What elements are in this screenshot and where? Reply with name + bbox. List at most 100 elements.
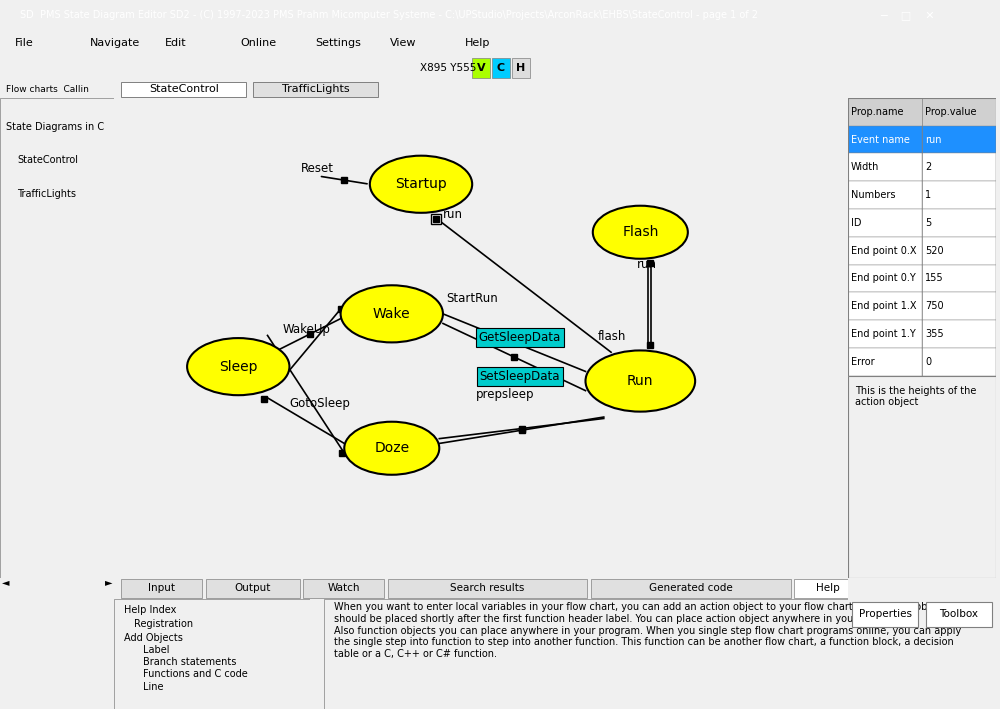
Text: Edit: Edit (165, 38, 187, 48)
Text: View: View (390, 38, 416, 48)
Text: SD  PMS State Diagram Editor SD2 - (C) 1997-2023 PMS Prahm Micomputer Systeme - : SD PMS State Diagram Editor SD2 - (C) 19… (20, 10, 758, 20)
Text: Navigate: Navigate (90, 38, 140, 48)
FancyBboxPatch shape (303, 579, 384, 598)
Text: Startup: Startup (395, 177, 447, 191)
FancyBboxPatch shape (591, 579, 791, 598)
FancyBboxPatch shape (926, 603, 992, 627)
FancyBboxPatch shape (848, 125, 996, 153)
Text: TrafficLights: TrafficLights (282, 84, 350, 94)
Text: End point 1.Y: End point 1.Y (851, 329, 916, 339)
Text: When you want to enter local variables in your flow chart, you can add an action: When you want to enter local variables i… (334, 603, 962, 659)
Text: SetSleepData: SetSleepData (479, 369, 560, 383)
Text: V: V (477, 63, 485, 73)
Text: GetSleepData: GetSleepData (479, 331, 561, 345)
Ellipse shape (187, 338, 289, 395)
Text: Reset: Reset (300, 162, 333, 175)
Text: State Diagrams in C: State Diagrams in C (6, 122, 104, 132)
Text: 520: 520 (925, 246, 944, 256)
Text: Generated code: Generated code (649, 584, 733, 593)
Text: 1: 1 (925, 190, 931, 200)
FancyBboxPatch shape (253, 82, 378, 97)
Text: Help: Help (465, 38, 490, 48)
Text: File: File (15, 38, 34, 48)
Text: 5: 5 (925, 218, 931, 228)
Text: 155: 155 (925, 274, 944, 284)
Text: Wake: Wake (373, 307, 411, 321)
Text: Width: Width (851, 162, 879, 172)
Ellipse shape (344, 422, 439, 475)
FancyBboxPatch shape (848, 264, 996, 292)
FancyBboxPatch shape (848, 292, 996, 320)
Text: Properties: Properties (858, 610, 912, 620)
Text: Functions and C code: Functions and C code (143, 669, 248, 679)
Text: Event name: Event name (851, 135, 910, 145)
Text: flash: flash (597, 330, 626, 343)
Text: Line: Line (143, 681, 164, 691)
Text: 0: 0 (925, 357, 931, 367)
Ellipse shape (370, 156, 472, 213)
Text: Flow charts  Callin: Flow charts Callin (6, 85, 89, 94)
Text: Label: Label (143, 645, 170, 655)
Ellipse shape (593, 206, 688, 259)
FancyBboxPatch shape (848, 237, 996, 264)
Text: Help: Help (816, 584, 840, 593)
Text: Settings: Settings (315, 38, 361, 48)
FancyBboxPatch shape (206, 579, 300, 598)
FancyBboxPatch shape (852, 603, 918, 627)
FancyBboxPatch shape (492, 58, 510, 78)
Text: WakeUp: WakeUp (282, 323, 330, 336)
FancyBboxPatch shape (512, 58, 530, 78)
Text: Branch statements: Branch statements (143, 657, 237, 667)
Text: End point 0.X: End point 0.X (851, 246, 916, 256)
Ellipse shape (341, 285, 443, 342)
Text: Run: Run (627, 374, 654, 388)
FancyBboxPatch shape (848, 348, 996, 376)
FancyBboxPatch shape (121, 579, 202, 598)
Text: 355: 355 (925, 329, 944, 339)
FancyBboxPatch shape (848, 182, 996, 209)
FancyBboxPatch shape (388, 579, 587, 598)
Text: Flash: Flash (622, 225, 659, 239)
Text: run: run (443, 208, 463, 220)
Text: End point 1.X: End point 1.X (851, 301, 916, 311)
Text: StateControl: StateControl (17, 155, 78, 165)
FancyBboxPatch shape (848, 98, 996, 125)
Text: Registration: Registration (134, 619, 193, 629)
Text: Sleep: Sleep (219, 359, 258, 374)
FancyBboxPatch shape (472, 58, 490, 78)
FancyBboxPatch shape (848, 153, 996, 182)
Text: End point 0.Y: End point 0.Y (851, 274, 916, 284)
FancyBboxPatch shape (794, 579, 862, 598)
Text: Toolbox: Toolbox (940, 610, 978, 620)
Text: prepsleep: prepsleep (476, 388, 534, 401)
Text: Error: Error (851, 357, 875, 367)
Text: Output: Output (235, 584, 271, 593)
Text: ►: ► (105, 577, 112, 588)
Text: run: run (925, 135, 941, 145)
Ellipse shape (585, 350, 695, 412)
FancyBboxPatch shape (121, 82, 246, 97)
Text: X895 Y555: X895 Y555 (420, 63, 476, 73)
Text: Doze: Doze (374, 441, 409, 455)
Text: Numbers: Numbers (851, 190, 895, 200)
FancyBboxPatch shape (848, 209, 996, 237)
Text: TrafficLights: TrafficLights (17, 189, 76, 199)
Text: StateControl: StateControl (149, 84, 219, 94)
Text: Prop.name: Prop.name (851, 107, 903, 117)
Text: ID: ID (851, 218, 861, 228)
Text: 750: 750 (925, 301, 944, 311)
Text: 2: 2 (925, 162, 931, 172)
Text: Help Index: Help Index (124, 605, 176, 615)
Text: C: C (497, 63, 505, 73)
Text: ◄: ◄ (2, 577, 10, 588)
Text: H: H (516, 63, 526, 73)
Text: run: run (637, 258, 657, 272)
Text: Prop.value: Prop.value (925, 107, 976, 117)
Text: Search results: Search results (450, 584, 525, 593)
Text: GotoSleep: GotoSleep (289, 398, 350, 411)
Text: Online: Online (240, 38, 276, 48)
Text: StartRun: StartRun (447, 292, 498, 305)
Text: Watch: Watch (327, 584, 360, 593)
Text: Input: Input (148, 584, 175, 593)
Text: ─    □    ✕: ─ □ ✕ (880, 10, 935, 20)
